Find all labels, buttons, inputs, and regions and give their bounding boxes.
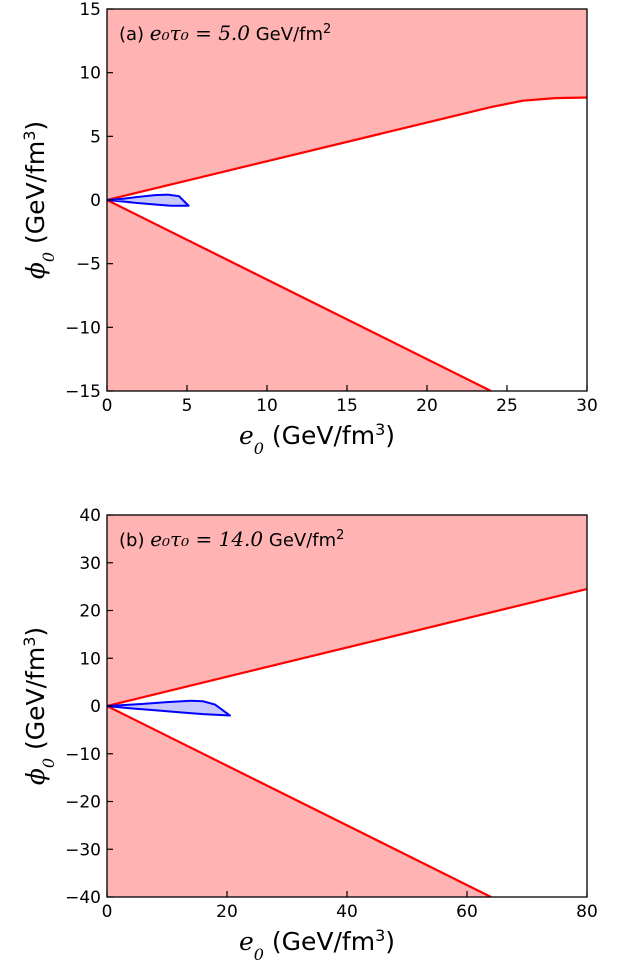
- panel-annotation: (b) e₀τ₀ = 14.0 GeV/fm2: [119, 527, 344, 551]
- y-axis-label: ϕ0 (GeV/fm3): [20, 121, 58, 279]
- y-tick-label: 40: [79, 506, 101, 526]
- x-tick-label: 80: [576, 902, 598, 922]
- x-tick-label: 40: [336, 902, 358, 922]
- y-tick-label: −10: [65, 318, 101, 338]
- x-tick-label: 0: [102, 902, 113, 922]
- plot-area: [107, 515, 587, 897]
- y-tick-label: 0: [90, 191, 101, 211]
- x-tick-label: 10: [256, 396, 278, 416]
- y-tick-label: 0: [90, 697, 101, 717]
- x-tick-label: 15: [336, 396, 358, 416]
- blue-region: [107, 699, 231, 717]
- x-axis-label: e0 (GeV/fm3): [239, 926, 395, 964]
- x-tick-label: 5: [182, 396, 193, 416]
- chart-panel-b: 0 20 40 60 80 −40 −30 −20 −10 0 10 20 30 40 (b) e₀τ₀ =…: [20, 506, 598, 964]
- y-tick-label: −15: [65, 382, 101, 402]
- y-axis-label: ϕ0 (GeV/fm3): [20, 627, 58, 785]
- y-tick-label: 5: [90, 127, 101, 147]
- y-tick-label: −40: [65, 888, 101, 908]
- blue-region: [107, 193, 190, 207]
- lower-boundary-line: [107, 199, 492, 391]
- x-tick-label: 30: [576, 396, 598, 416]
- x-tick-label: 0: [102, 396, 113, 416]
- y-tick-label: 15: [79, 0, 101, 20]
- x-tick-label: 60: [456, 902, 478, 922]
- panel-annotation: (a) e₀τ₀ = 5.0 GeV/fm2: [119, 21, 331, 45]
- plot-area: [107, 9, 587, 391]
- excluded-region-upper: [107, 515, 587, 706]
- x-tick-label: 20: [216, 902, 238, 922]
- chart-panel-a: 0 5 10 15 20 25 30 −15 −10 −5 0 5 10 15 (a) e₀τ₀ = 5.0…: [20, 0, 598, 458]
- x-tick-label: 20: [416, 396, 438, 416]
- y-tick-label: −10: [65, 745, 101, 765]
- y-tick-label: 10: [79, 64, 101, 84]
- y-tick-label: −20: [65, 793, 101, 813]
- excluded-region-upper: [107, 9, 587, 200]
- y-tick-label: 30: [79, 554, 101, 574]
- upper-boundary-line: [107, 96, 587, 202]
- lower-boundary-line: [107, 705, 492, 897]
- x-tick-label: 25: [496, 396, 518, 416]
- y-tick-label: 10: [79, 649, 101, 669]
- y-tick-label: −30: [65, 840, 101, 860]
- upper-boundary-line: [107, 587, 587, 708]
- y-tick-label: −5: [76, 255, 101, 275]
- x-axis-label: e0 (GeV/fm3): [239, 420, 395, 458]
- y-tick-label: 20: [79, 602, 101, 622]
